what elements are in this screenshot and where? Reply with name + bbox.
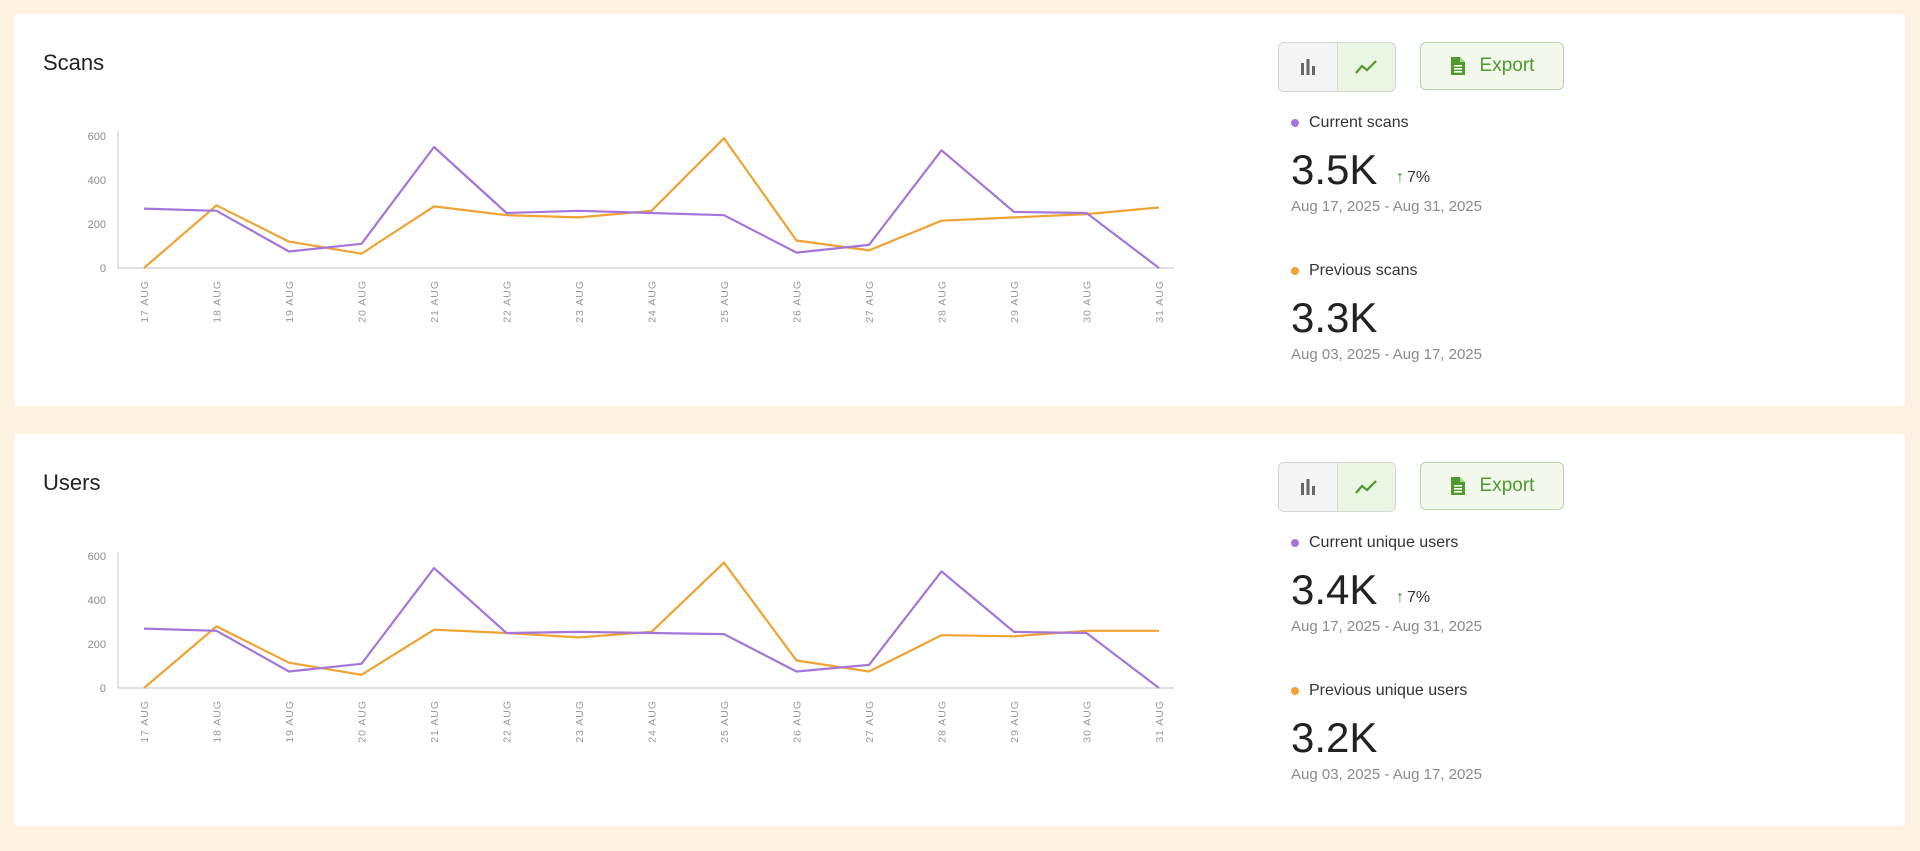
delta-value: 7%: [1407, 589, 1431, 606]
y-tick-label: 200: [88, 219, 106, 231]
line-chart-button[interactable]: [1337, 463, 1395, 511]
x-tick-label: 27 AUG: [864, 280, 876, 323]
x-tick-label: 21 AUG: [429, 280, 441, 323]
current-series-line: [143, 145, 1160, 269]
y-tick-label: 0: [100, 263, 106, 275]
users-card: Users 0 200 400 600 17 AUG 18 AUG 19 AUG 20 AUG…: [14, 434, 1905, 826]
x-tick-label: 19 AUG: [284, 280, 296, 323]
x-tick-label: 30 AUG: [1082, 280, 1094, 323]
y-tick-label: 200: [88, 639, 106, 651]
x-tick-label: 31 AUG: [1154, 280, 1166, 323]
x-tick-label: 17 AUG: [139, 280, 151, 323]
x-tick-label: 23 AUG: [574, 700, 586, 743]
previous-value: 3.3K: [1291, 294, 1378, 341]
current-value: 3.4K: [1291, 566, 1378, 613]
previous-value: 3.2K: [1291, 714, 1378, 761]
export-button[interactable]: Export: [1420, 42, 1564, 90]
export-button[interactable]: Export: [1420, 462, 1564, 510]
previous-dot-icon: [1291, 267, 1299, 275]
previous-date-range: Aug 03, 2025 - Aug 17, 2025: [1291, 346, 1482, 363]
scans-card: Scans 0 200 400 600 17 AUG 18 AUG 19 AUG 20 AUG…: [14, 14, 1905, 406]
x-tick-label: 24 AUG: [647, 700, 659, 743]
legend-previous: Previous scans: [1291, 262, 1418, 280]
y-tick-label: 600: [88, 131, 106, 143]
legend-current: Current scans: [1291, 114, 1409, 132]
x-tick-label: 21 AUG: [429, 700, 441, 743]
x-tick-label: 25 AUG: [719, 700, 731, 743]
x-tick-label: 17 AUG: [139, 700, 151, 743]
x-tick-label: 22 AUG: [502, 700, 514, 743]
bar-chart-button[interactable]: [1279, 463, 1338, 511]
chart-type-toggle: [1278, 462, 1396, 512]
x-tick-label: 28 AUG: [937, 280, 949, 323]
line-chart-icon: [1355, 60, 1378, 74]
current-value: 3.5K: [1291, 146, 1378, 193]
y-tick-label: 0: [100, 683, 106, 695]
spreadsheet-icon: [1450, 477, 1465, 495]
x-tick-label: 29 AUG: [1009, 700, 1021, 743]
x-tick-label: 18 AUG: [212, 700, 224, 743]
x-tick-label: 27 AUG: [864, 700, 876, 743]
current-dot-icon: [1291, 539, 1299, 547]
arrow-up-icon: ↑: [1396, 589, 1404, 606]
x-tick-label: 24 AUG: [647, 280, 659, 323]
spreadsheet-icon: [1450, 57, 1465, 75]
export-label: Export: [1479, 475, 1535, 496]
x-tick-label: 28 AUG: [937, 700, 949, 743]
delta-value: 7%: [1407, 169, 1431, 186]
x-tick-label: 23 AUG: [574, 280, 586, 323]
card-title: Scans: [43, 50, 105, 75]
current-date-range: Aug 17, 2025 - Aug 31, 2025: [1291, 618, 1482, 635]
card-title: Users: [43, 470, 101, 495]
y-tick-label: 400: [88, 595, 106, 607]
x-tick-label: 25 AUG: [719, 280, 731, 323]
x-tick-label: 26 AUG: [792, 700, 804, 743]
arrow-up-icon: ↑: [1396, 169, 1404, 186]
delta-badge: ↑ 7%: [1396, 169, 1430, 187]
line-chart-button[interactable]: [1337, 43, 1395, 91]
scans-chart: 0 200 400 600 17 AUG 18 AUG 19 AUG 20 AUG 21 AUG…: [88, 131, 1174, 323]
previous-date-range: Aug 03, 2025 - Aug 17, 2025: [1291, 766, 1482, 783]
bar-chart-icon: [1300, 59, 1315, 75]
legend-current-label: Current scans: [1309, 114, 1409, 131]
x-tick-label: 20 AUG: [357, 700, 369, 743]
x-tick-label: 30 AUG: [1082, 700, 1094, 743]
bar-chart-button[interactable]: [1279, 43, 1338, 91]
x-tick-label: 19 AUG: [284, 700, 296, 743]
current-series-line: [143, 567, 1160, 689]
previous-series-line: [143, 137, 1160, 269]
bar-chart-icon: [1300, 479, 1315, 495]
current-dot-icon: [1291, 119, 1299, 127]
x-tick-label: 22 AUG: [502, 280, 514, 323]
y-tick-label: 600: [88, 551, 106, 563]
previous-dot-icon: [1291, 687, 1299, 695]
legend-previous-label: Previous scans: [1309, 262, 1418, 279]
export-label: Export: [1479, 55, 1535, 76]
x-tick-label: 20 AUG: [357, 280, 369, 323]
x-tick-label: 29 AUG: [1009, 280, 1021, 323]
current-date-range: Aug 17, 2025 - Aug 31, 2025: [1291, 198, 1482, 215]
users-chart: 0 200 400 600 17 AUG 18 AUG 19 AUG 20 AUG 21 AUG…: [88, 551, 1174, 743]
x-tick-label: 18 AUG: [212, 280, 224, 323]
legend-current-label: Current unique users: [1309, 534, 1459, 551]
delta-badge: ↑ 7%: [1396, 589, 1430, 607]
x-tick-label: 26 AUG: [792, 280, 804, 323]
legend-previous-label: Previous unique users: [1309, 682, 1468, 699]
x-tick-label: 31 AUG: [1154, 700, 1166, 743]
legend-previous: Previous unique users: [1291, 682, 1467, 700]
line-chart-icon: [1355, 480, 1378, 494]
legend-current: Current unique users: [1291, 534, 1458, 552]
y-tick-label: 400: [88, 175, 106, 187]
chart-type-toggle: [1278, 42, 1396, 92]
